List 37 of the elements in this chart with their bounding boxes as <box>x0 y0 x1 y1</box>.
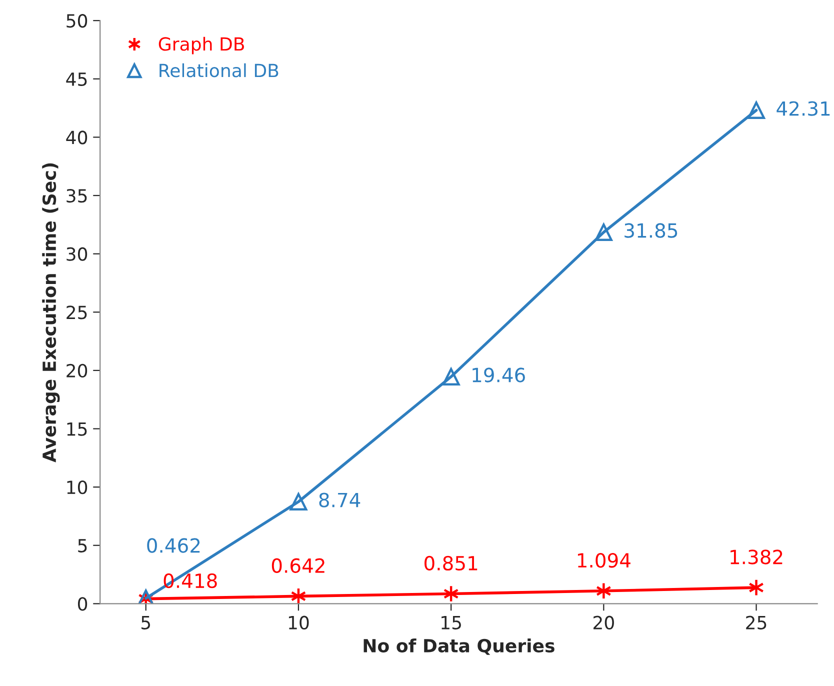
data-label: 19.46 <box>472 368 525 382</box>
point <box>748 578 764 596</box>
y-axis-title: Average Execution time (Sec) <box>42 163 60 462</box>
y-tick-label: 25 <box>66 306 87 320</box>
point <box>443 585 459 603</box>
data-label: 42.31 <box>776 101 830 116</box>
data-label: 0.851 <box>424 556 478 571</box>
legend-label: Graph DB <box>158 36 244 54</box>
x-tick-label: 25 <box>746 616 766 630</box>
x-tick-label: 15 <box>442 616 461 630</box>
y-tick-label: 20 <box>66 364 88 378</box>
x-tick-label: 10 <box>288 616 309 630</box>
y-tick-label: 10 <box>67 480 88 494</box>
y-tick-label: 35 <box>66 188 87 203</box>
point <box>290 587 306 604</box>
y-tick-label: 5 <box>78 539 87 552</box>
point <box>748 102 766 120</box>
y-tick-label: 50 <box>66 14 88 28</box>
point <box>594 223 612 241</box>
x-axis-title: No of Data Queries <box>364 638 554 655</box>
data-label: 1.382 <box>730 550 782 564</box>
data-label: 31.85 <box>624 223 678 238</box>
data-label: 8.74 <box>319 492 360 508</box>
y-tick-label: 0 <box>78 597 88 611</box>
legend-label: Relational DB <box>160 63 278 78</box>
data-label: 0.462 <box>147 538 200 553</box>
y-tick-label: 40 <box>66 130 88 144</box>
point <box>596 582 612 600</box>
data-label: 1.094 <box>578 553 630 568</box>
data-label: 0.642 <box>272 558 324 573</box>
y-tick-label: 15 <box>67 422 87 436</box>
x-tick-label: 5 <box>142 616 150 630</box>
point <box>442 368 460 386</box>
y-tick-label: 30 <box>66 247 88 261</box>
x-tick-label: 20 <box>594 616 614 630</box>
y-tick-label: 45 <box>66 72 87 86</box>
point <box>290 493 308 511</box>
